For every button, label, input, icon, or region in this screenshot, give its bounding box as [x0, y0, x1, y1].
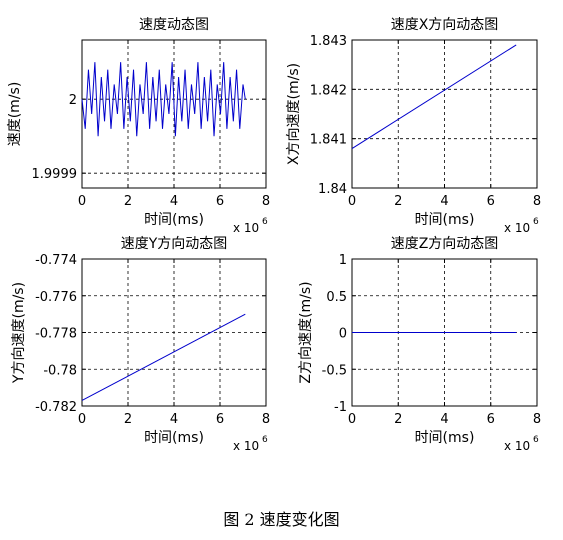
- x-tick-label: 6: [216, 412, 224, 427]
- y-tick-label: -0.782: [35, 400, 77, 415]
- x-tick-label: 0: [348, 194, 356, 209]
- y-axis-label: Y方向速度(m/s): [11, 282, 27, 384]
- y-tick-label: 2: [69, 93, 77, 108]
- x-axis-label: 时间(ms): [415, 212, 475, 228]
- y-tick-label: 1.842: [310, 83, 347, 98]
- x-tick-label: 2: [124, 412, 132, 427]
- figure-caption: 图 2 速度变化图: [223, 510, 340, 529]
- x-tick-label: 4: [170, 412, 178, 427]
- x-tick-label: 6: [487, 412, 495, 427]
- y-tick-label: -1: [334, 400, 347, 415]
- x-multiplier-exponent: 6: [533, 435, 539, 445]
- y-tick-label: 1.841: [310, 133, 347, 148]
- x-multiplier-label: x 10: [233, 221, 259, 235]
- y-tick-label: 1: [339, 253, 347, 268]
- series-line: [351, 44, 517, 149]
- x-tick-label: 6: [487, 194, 495, 209]
- x-tick-label: 2: [394, 412, 402, 427]
- x-tick-label: 4: [440, 194, 448, 209]
- x-tick-label: 2: [124, 194, 132, 209]
- y-tick-label: 0: [339, 327, 347, 342]
- y-axis-label: 速度(m/s): [7, 82, 23, 147]
- x-tick-label: 0: [348, 412, 356, 427]
- y-axis-label: X方向速度(m/s): [286, 63, 302, 165]
- x-multiplier-exponent: 6: [262, 217, 268, 227]
- x-tick-label: 8: [262, 412, 270, 427]
- x-tick-label: 4: [440, 412, 448, 427]
- y-tick-label: -0.776: [35, 290, 77, 305]
- x-tick-label: 8: [262, 194, 270, 209]
- x-tick-label: 2: [394, 194, 402, 209]
- chart-title: 速度动态图: [139, 17, 209, 33]
- y-tick-label: -0.5: [322, 363, 347, 378]
- x-axis-label: 时间(ms): [144, 212, 204, 228]
- y-tick-label: -0.78: [43, 363, 77, 378]
- y-tick-label: 0.5: [326, 290, 347, 305]
- y-tick-label: 1.9999: [32, 167, 78, 182]
- x-multiplier-exponent: 6: [533, 217, 539, 227]
- x-multiplier-exponent: 6: [262, 435, 268, 445]
- y-tick-label: 1.843: [310, 34, 347, 49]
- x-tick-label: 4: [170, 194, 178, 209]
- x-multiplier-label: x 10: [504, 439, 530, 453]
- y-tick-label: -0.774: [35, 253, 77, 268]
- chart-panel-3: 0 2 4 6 8 -0.782 -0.78 -0.778 -0.776 -0.774 速度Y方向动…: [11, 236, 270, 453]
- x-axis-label: 时间(ms): [415, 430, 475, 446]
- x-tick-label: 0: [78, 194, 86, 209]
- y-tick-label: -0.778: [35, 327, 77, 342]
- x-tick-label: 8: [533, 194, 541, 209]
- x-axis-label: 时间(ms): [144, 430, 204, 446]
- series-line: [81, 313, 246, 401]
- x-tick-label: 6: [216, 194, 224, 209]
- x-multiplier-label: x 10: [233, 439, 259, 453]
- chart-title: 速度X方向动态图: [391, 17, 499, 33]
- series-line: [81, 62, 246, 137]
- y-axis-label: Z方向速度(m/s): [298, 281, 314, 383]
- x-multiplier-label: x 10: [504, 221, 530, 235]
- x-tick-label: 8: [533, 412, 541, 427]
- x-tick-label: 0: [78, 412, 86, 427]
- chart-title: 速度Z方向动态图: [391, 236, 499, 252]
- chart-title: 速度Y方向动态图: [121, 236, 228, 252]
- y-tick-label: 1.84: [318, 182, 347, 197]
